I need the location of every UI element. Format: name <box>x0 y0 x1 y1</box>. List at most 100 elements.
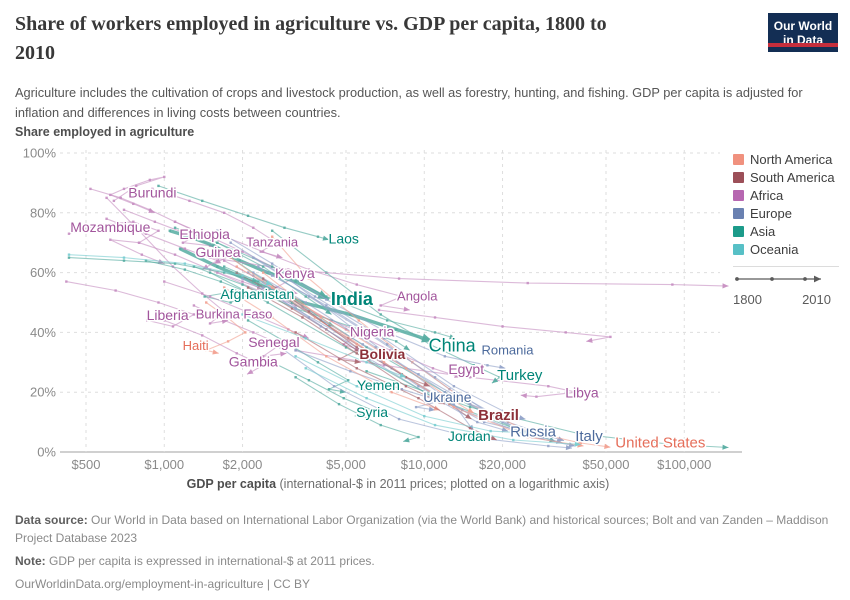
legend-swatch <box>733 171 744 183</box>
country-label-russia: Russia <box>510 424 557 441</box>
owid-logo-accent-bar <box>768 43 838 47</box>
country-label-afghanistan: Afghanistan <box>220 286 294 302</box>
legend-swatch <box>733 207 744 219</box>
country-label-syria: Syria <box>356 404 388 420</box>
country-label-gambia: Gambia <box>229 353 278 369</box>
trajectory-senegal <box>193 305 287 357</box>
country-label-jordan: Jordan <box>448 428 491 444</box>
svg-text:40%: 40% <box>30 325 56 340</box>
country-label-guinea: Guinea <box>195 244 240 260</box>
trajectory-mozambique <box>68 221 165 265</box>
trajectory-haiti <box>204 302 247 354</box>
title-line1: Share of workers employed in agriculture… <box>15 13 607 35</box>
country-label-egypt: Egypt <box>448 361 484 377</box>
country-label-tanzania: Tanzania <box>246 235 299 250</box>
country-label-bolivia: Bolivia <box>359 346 405 362</box>
legend-item-south-america[interactable]: South America <box>733 168 847 186</box>
trajectory-ukraine <box>295 349 443 411</box>
legend-swatch <box>733 189 744 201</box>
gridlines <box>60 150 742 453</box>
country-label-burundi: Burundi <box>128 184 176 200</box>
legend-label: South America <box>750 169 835 185</box>
svg-text:$500: $500 <box>72 457 101 472</box>
trajectory-unlabeled <box>236 266 475 414</box>
connected-scatter-plot[interactable]: 0% 20% 40% 60% 80% 100% $500 $1,000 $2,000 $5,000… <box>0 0 850 505</box>
country-label-ukraine: Ukraine <box>423 389 471 405</box>
legend-items: North America South America Africa Europe As… <box>733 150 847 258</box>
page-title: Share of workers employed in agriculture… <box>15 10 755 68</box>
legend-label: North America <box>750 151 833 167</box>
country-labels: Burundi Mozambique Ethiopia Tanzania Guinea K… <box>69 183 707 453</box>
country-label-senegal: Senegal <box>248 334 299 350</box>
country-label-yemen: Yemen <box>357 377 400 393</box>
chart-subtitle: Agriculture includes the cultivation of … <box>15 85 803 120</box>
legend-swatch <box>733 243 744 255</box>
legend-divider <box>733 266 839 267</box>
svg-text:$10,000: $10,000 <box>401 457 448 472</box>
legend-item-europe[interactable]: Europe <box>733 204 847 222</box>
svg-text:$20,000: $20,000 <box>479 457 526 472</box>
legend-item-asia[interactable]: Asia <box>733 222 847 240</box>
timeline-labels: 1800 2010 <box>733 292 831 307</box>
y-axis-title: Share employed in agriculture <box>15 125 194 139</box>
trajectory-burundi <box>108 176 165 214</box>
legend-item-north-america[interactable]: North America <box>733 150 847 168</box>
note-text: GDP per capita is expressed in internati… <box>45 554 375 568</box>
legend-swatch <box>733 153 744 165</box>
trajectory-unlabeled <box>253 257 526 420</box>
svg-text:$1,000: $1,000 <box>144 457 184 472</box>
country-label-kenya: Kenya <box>275 265 315 281</box>
country-label-haiti: Haiti <box>183 338 209 353</box>
trajectory-yemen <box>247 319 350 393</box>
trajectory-unlabeled <box>242 278 524 432</box>
trajectory-unlabeled <box>210 257 729 287</box>
trajectory-unlabeled <box>258 266 545 440</box>
svg-text:60%: 60% <box>30 265 56 280</box>
trajectory-unlabeled <box>280 346 573 449</box>
data-source-text: Our World in Data based on International… <box>15 513 829 545</box>
legend-label: Oceania <box>750 241 799 257</box>
url-line: OurWorldinData.org/employment-in-agricul… <box>15 577 311 591</box>
legend-label: Asia <box>750 223 776 239</box>
note-label: Note: <box>15 554 46 568</box>
svg-text:$50,000: $50,000 <box>583 457 630 472</box>
trajectory-united-states <box>271 236 611 448</box>
legend-item-africa[interactable]: Africa <box>733 186 847 204</box>
country-label-mozambique: Mozambique <box>70 219 150 235</box>
axis-tick-labels: 0% 20% 40% 60% 80% 100% $500 $1,000 $2,000 $5,000… <box>23 146 712 473</box>
country-label-turkey: Turkey <box>497 367 543 384</box>
trajectory-unlabeled <box>193 266 411 351</box>
svg-text:20%: 20% <box>30 385 56 400</box>
country-label-united-states: United States <box>615 435 705 452</box>
country-label-italy: Italy <box>575 428 603 445</box>
country-label-china: China <box>429 335 477 355</box>
continent-legend: North America South America Africa Europe As… <box>733 150 847 307</box>
svg-text:100%: 100% <box>23 146 57 161</box>
country-label-romania: Romania <box>481 342 534 357</box>
country-label-laos: Laos <box>329 231 359 247</box>
legend-label: Europe <box>750 205 792 221</box>
country-label-ethiopia: Ethiopia <box>179 226 230 242</box>
data-source-label: Data source: <box>15 513 88 527</box>
series-lines[interactable] <box>65 175 729 451</box>
timeline-arrow[interactable] <box>733 272 833 286</box>
logo-line1: Our World <box>773 19 833 33</box>
country-label-liberia: Liberia <box>147 307 189 323</box>
legend-item-oceania[interactable]: Oceania <box>733 240 847 258</box>
svg-text:$5,000: $5,000 <box>326 457 366 472</box>
svg-text:$2,000: $2,000 <box>223 457 263 472</box>
trajectory-unlabeled <box>378 309 611 342</box>
trajectory-laos <box>158 185 330 241</box>
title-line2: 2010 <box>15 42 55 64</box>
legend-swatch <box>733 225 744 237</box>
legend-label: Africa <box>750 187 784 203</box>
country-label-angola: Angola <box>397 289 438 304</box>
data-source-line: Data source: Our World in Data based on … <box>15 511 839 547</box>
country-label-brazil: Brazil <box>478 407 519 424</box>
timeline-end-year: 2010 <box>802 292 831 307</box>
country-label-libya: Libya <box>565 385 599 401</box>
country-label-india: India <box>331 289 374 309</box>
note-line: Note: GDP per capita is expressed in int… <box>15 552 839 570</box>
country-label-nigeria: Nigeria <box>350 323 395 339</box>
